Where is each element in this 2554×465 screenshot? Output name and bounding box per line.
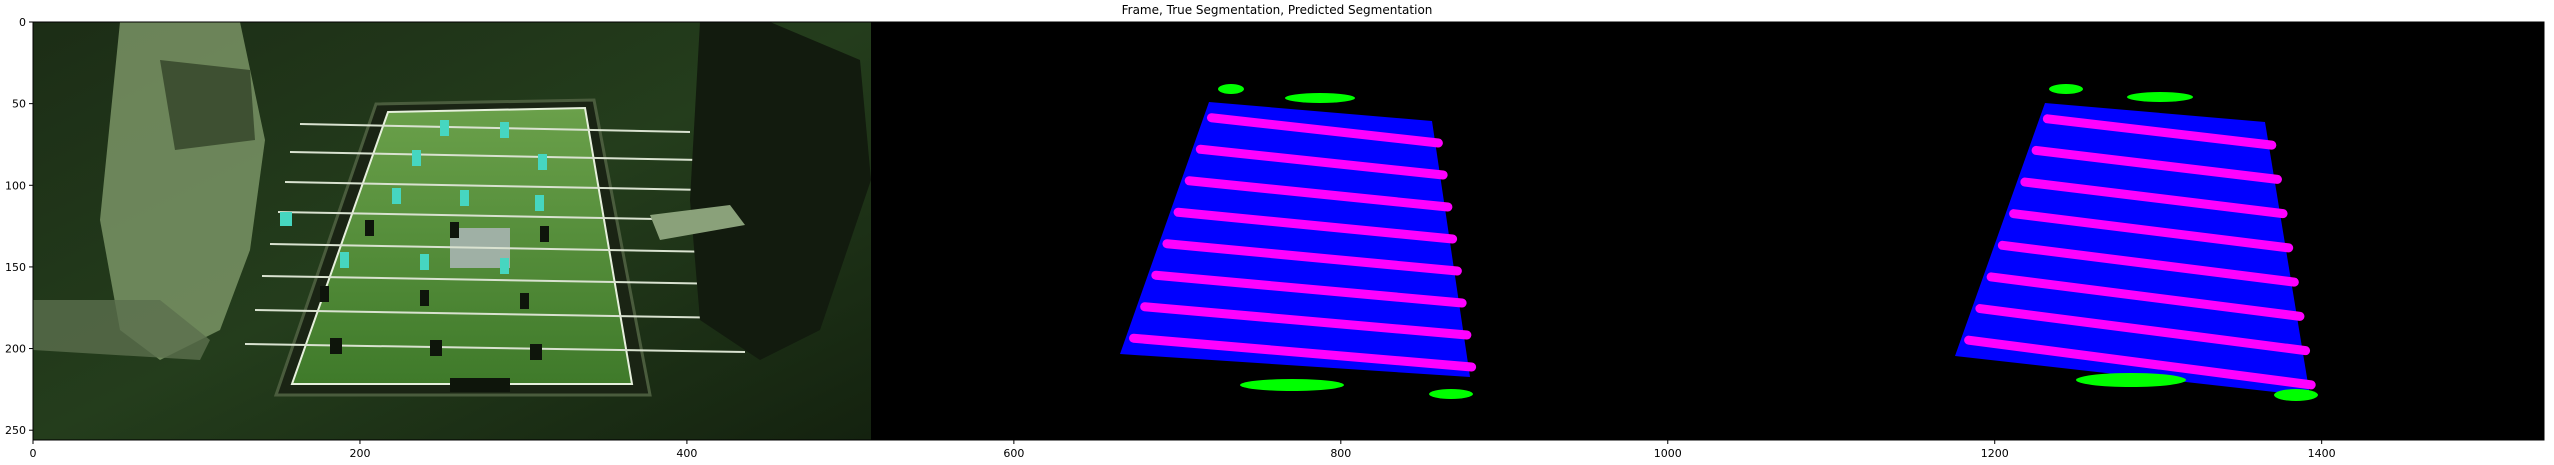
y-tick-label: 100 — [5, 179, 26, 192]
frame-panel — [33, 22, 871, 440]
y-tick-label: 250 — [5, 424, 26, 437]
y-tick-label: 200 — [5, 343, 26, 356]
x-tick-label: 400 — [676, 447, 697, 460]
x-tick-label: 800 — [1330, 447, 1351, 460]
bottom-left-arm — [33, 300, 210, 360]
frame-players-light — [280, 120, 547, 274]
predicted-segmentation-panel — [1955, 84, 2318, 401]
rod-stripe — [1151, 270, 1467, 308]
rod-stripe — [2042, 114, 2277, 150]
x-tick-label: 1200 — [1981, 447, 2009, 460]
x-axis: 0 200 400 600 800 1000 1200 1400 — [30, 440, 2336, 460]
rod-stripe — [1140, 302, 1472, 340]
y-tick-label: 150 — [5, 261, 26, 274]
true-segmentation-panel — [1120, 84, 1477, 399]
rod-stripe — [2031, 145, 2282, 184]
rod-stripe — [1184, 176, 1453, 212]
pred-seg-handles — [2049, 84, 2318, 401]
frame-rods — [244, 123, 746, 353]
rod-stripe — [1997, 240, 2299, 287]
y-tick-label: 50 — [12, 98, 26, 111]
figure-title: Frame, True Segmentation, Predicted Segm… — [1121, 3, 1433, 17]
axes-frame — [32, 21, 2545, 441]
rod-stripe — [1975, 304, 2311, 356]
rod-stripe — [1129, 333, 1477, 372]
rod-stripe — [1964, 335, 2316, 390]
rod-stripe — [1206, 113, 1443, 148]
frame-players-dark — [320, 220, 549, 392]
pred-seg-rods — [1964, 114, 2316, 390]
rod-stripe — [1162, 239, 1462, 276]
rod-stripe — [2020, 177, 2288, 219]
x-tick-label: 600 — [1003, 447, 1024, 460]
right-player-person — [690, 22, 871, 360]
left-player-shirt-stripes — [160, 60, 255, 150]
x-tick-label: 0 — [30, 447, 37, 460]
x-tick-label: 1400 — [2308, 447, 2336, 460]
y-tick-label: 0 — [19, 16, 26, 29]
right-player-arm — [650, 205, 745, 240]
rod-stripe — [1195, 144, 1448, 180]
true-seg-handles — [1218, 84, 1473, 399]
x-tick-label: 200 — [349, 447, 370, 460]
x-tick-label: 1000 — [1654, 447, 1682, 460]
rod-stripe — [2009, 209, 2294, 253]
y-axis: 0 50 100 150 200 250 — [5, 16, 33, 437]
rod-stripe — [1173, 207, 1458, 244]
rod-stripe — [1986, 272, 2305, 321]
true-seg-rods — [1129, 113, 1477, 372]
